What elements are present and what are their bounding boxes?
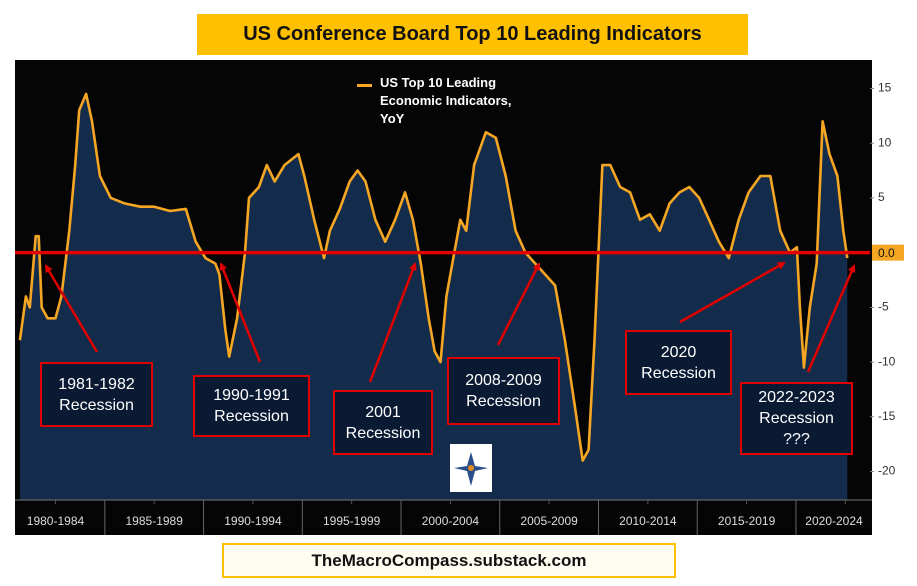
y-tick-label: 5 (878, 190, 885, 204)
x-tick-label: 1995-1999 (323, 514, 381, 528)
y-tick-label: -20 (878, 464, 896, 478)
arrows (44, 261, 856, 383)
value-tag (872, 244, 904, 261)
annotation: 2001 Recession (333, 390, 433, 455)
arrow (44, 264, 99, 353)
annotation: 2008-2009 Recession (447, 357, 560, 425)
y-tick-label: 10 (878, 135, 892, 149)
source: TheMacroCompass.substack.com (222, 543, 676, 578)
x-tick-label: 1980-1984 (27, 514, 85, 528)
x-tick-label: 2015-2019 (718, 514, 776, 528)
y-tick-label: -15 (878, 409, 896, 423)
legend-swatch (357, 84, 372, 87)
annotation-text: 2008-2009 Recession (465, 372, 542, 410)
x-tick-label: 1985-1989 (126, 514, 184, 528)
x-tick-label: 2000-2004 (422, 514, 480, 528)
x-tick-label: 1990-1994 (224, 514, 282, 528)
annotation-text: 2020 Recession (641, 343, 716, 382)
line (18, 92, 849, 462)
annotation: 2020 Recession (625, 330, 732, 395)
arrow (679, 261, 786, 324)
x-axis-band (15, 500, 872, 535)
y-tick-label: 15 (878, 81, 892, 95)
arrow (219, 262, 262, 363)
annotation: 2022-2023 Recession ??? (740, 382, 853, 455)
annotation-text: 2001 Recession (345, 403, 421, 442)
y-tick-label: -5 (878, 300, 889, 314)
annotation-text: 2022-2023 Recession ??? (758, 389, 835, 448)
x-tick-label: 2005-2009 (520, 514, 578, 528)
arrow (496, 262, 541, 346)
annotation: 1990-1991 Recession (193, 375, 310, 437)
y-tick-label: 0.0 (878, 246, 895, 260)
y-tick-label: -10 (878, 354, 896, 368)
legend-label: US Top 10 Leading Economic Indicators, Y… (380, 75, 512, 126)
annotation: 1981-1982 Recession (40, 362, 153, 427)
annotation-text: 1990-1991 Recession (213, 387, 290, 425)
logo-dot (468, 465, 474, 471)
x-tick-label: 2020-2024 (805, 514, 863, 528)
x-tick-label: 2010-2014 (619, 514, 677, 528)
annotation-text: 1981-1982 Recession (58, 375, 135, 414)
arrow (806, 264, 856, 373)
arrow (368, 262, 417, 383)
logo (450, 444, 492, 492)
chart-title: US Conference Board Top 10 Leading Indic… (197, 14, 748, 55)
